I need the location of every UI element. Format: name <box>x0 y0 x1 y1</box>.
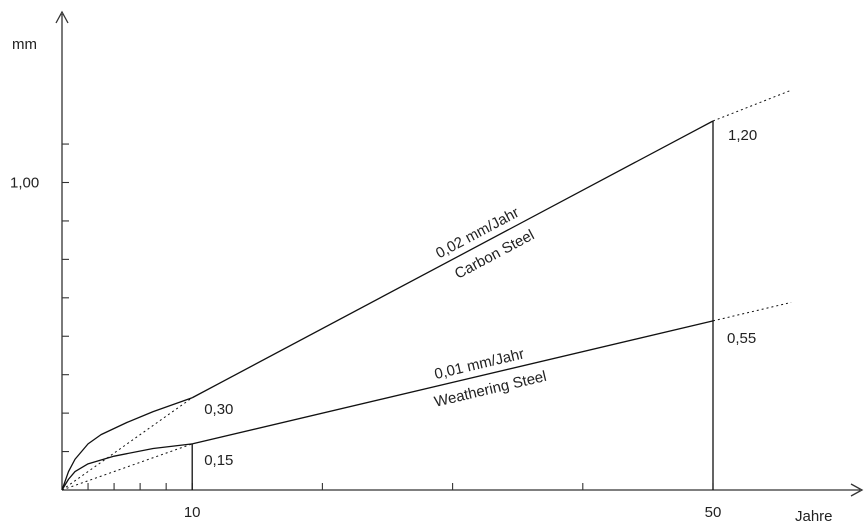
x-axis-label: Jahre <box>795 508 833 524</box>
axes <box>55 10 864 497</box>
data-label: 0,15 <box>204 452 233 469</box>
carbon-linear-line <box>191 120 714 399</box>
carbon-dotted-start-line <box>61 397 193 491</box>
carbon-curve-line <box>61 397 193 491</box>
weathering-dotted-start-line <box>61 443 193 491</box>
weathering-curve-line <box>61 443 193 491</box>
data-label: 1,20 <box>728 127 757 144</box>
series-lines <box>61 89 792 491</box>
x-tick-label: 10 <box>184 504 201 521</box>
carbon-extension-line <box>712 89 792 122</box>
data-label: 0,30 <box>204 401 233 418</box>
y-axis-label: mm <box>12 36 37 53</box>
y-tick-label: 1,00 <box>10 175 39 192</box>
x-axis-arrow-icon <box>850 483 864 497</box>
data-label: 0,55 <box>727 330 756 347</box>
ticks <box>62 143 714 490</box>
weathering-extension-line <box>712 301 792 322</box>
x-tick-label: 50 <box>705 504 722 521</box>
labels: mm Jahre 10 50 1,00 0,30 1,20 0,02 mm/JahrCarbo… <box>10 36 833 525</box>
y-axis-arrow-icon <box>55 10 69 24</box>
weathering-linear-line <box>192 320 714 445</box>
